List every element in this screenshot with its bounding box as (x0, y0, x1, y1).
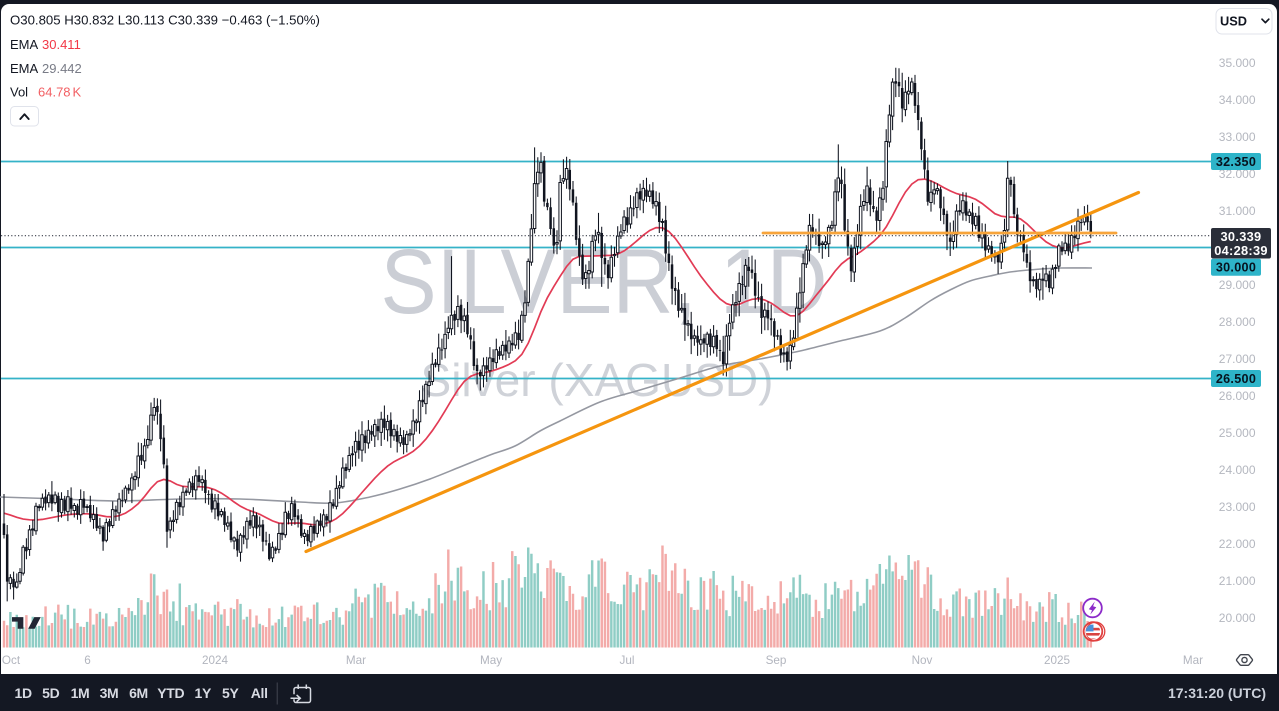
svg-text:28.000: 28.000 (1219, 315, 1256, 329)
svg-text:6: 6 (84, 654, 91, 667)
svg-text:27.000: 27.000 (1219, 352, 1256, 366)
svg-text:5Y: 5Y (222, 685, 239, 701)
svg-text:25.000: 25.000 (1219, 426, 1256, 440)
svg-text:1Y: 1Y (195, 685, 212, 701)
svg-text:EMA 30.411: EMA 30.411 (10, 37, 81, 52)
svg-text:17:31:20 (UTC): 17:31:20 (UTC) (1168, 685, 1266, 701)
svg-text:Mar: Mar (346, 654, 366, 667)
svg-text:O30.805 H30.832 L30.113 C30.33: O30.805 H30.832 L30.113 C30.339 −0.463 (… (10, 13, 320, 28)
svg-text:YTD: YTD (157, 685, 184, 701)
svg-text:1D: 1D (15, 685, 32, 701)
svg-text:All: All (251, 685, 268, 701)
svg-text:22.000: 22.000 (1219, 537, 1256, 551)
svg-text:3M: 3M (100, 685, 119, 701)
svg-text:Mar: Mar (1183, 654, 1203, 667)
svg-text:30.339: 30.339 (1221, 229, 1262, 244)
svg-text:23.000: 23.000 (1219, 500, 1256, 514)
svg-text:30.000: 30.000 (1216, 261, 1256, 275)
svg-text:04:28:39: 04:28:39 (1214, 243, 1268, 258)
svg-text:EMA 29.442: EMA 29.442 (10, 61, 82, 76)
svg-text:5D: 5D (42, 685, 59, 701)
svg-text:32.000: 32.000 (1219, 167, 1256, 181)
svg-text:21.000: 21.000 (1219, 574, 1256, 588)
svg-text:32.350: 32.350 (1216, 155, 1256, 169)
svg-text:6M: 6M (129, 685, 148, 701)
svg-text:24.000: 24.000 (1219, 463, 1256, 477)
svg-text:26.000: 26.000 (1219, 389, 1256, 403)
svg-text:May: May (480, 654, 502, 667)
svg-text:Vol 64.78K: Vol 64.78 K (10, 85, 82, 100)
svg-text:2024: 2024 (202, 654, 229, 667)
svg-text:34.000: 34.000 (1219, 93, 1256, 107)
svg-text:33.000: 33.000 (1219, 130, 1256, 144)
svg-text:20.000: 20.000 (1219, 611, 1256, 625)
svg-text:Oct: Oct (2, 654, 21, 667)
svg-text:29.000: 29.000 (1219, 278, 1256, 292)
svg-text:26.500: 26.500 (1216, 372, 1256, 386)
svg-text:Sep: Sep (766, 654, 787, 667)
svg-text:1M: 1M (71, 685, 90, 701)
svg-text:Silver (XAGUSD): Silver (XAGUSD) (421, 354, 774, 406)
svg-text:USD: USD (1220, 14, 1247, 29)
svg-text:Nov: Nov (912, 654, 933, 667)
svg-text:Jul: Jul (620, 654, 635, 667)
svg-text:31.000: 31.000 (1219, 204, 1256, 218)
svg-text:35.000: 35.000 (1219, 56, 1256, 70)
svg-text:2025: 2025 (1044, 654, 1071, 667)
